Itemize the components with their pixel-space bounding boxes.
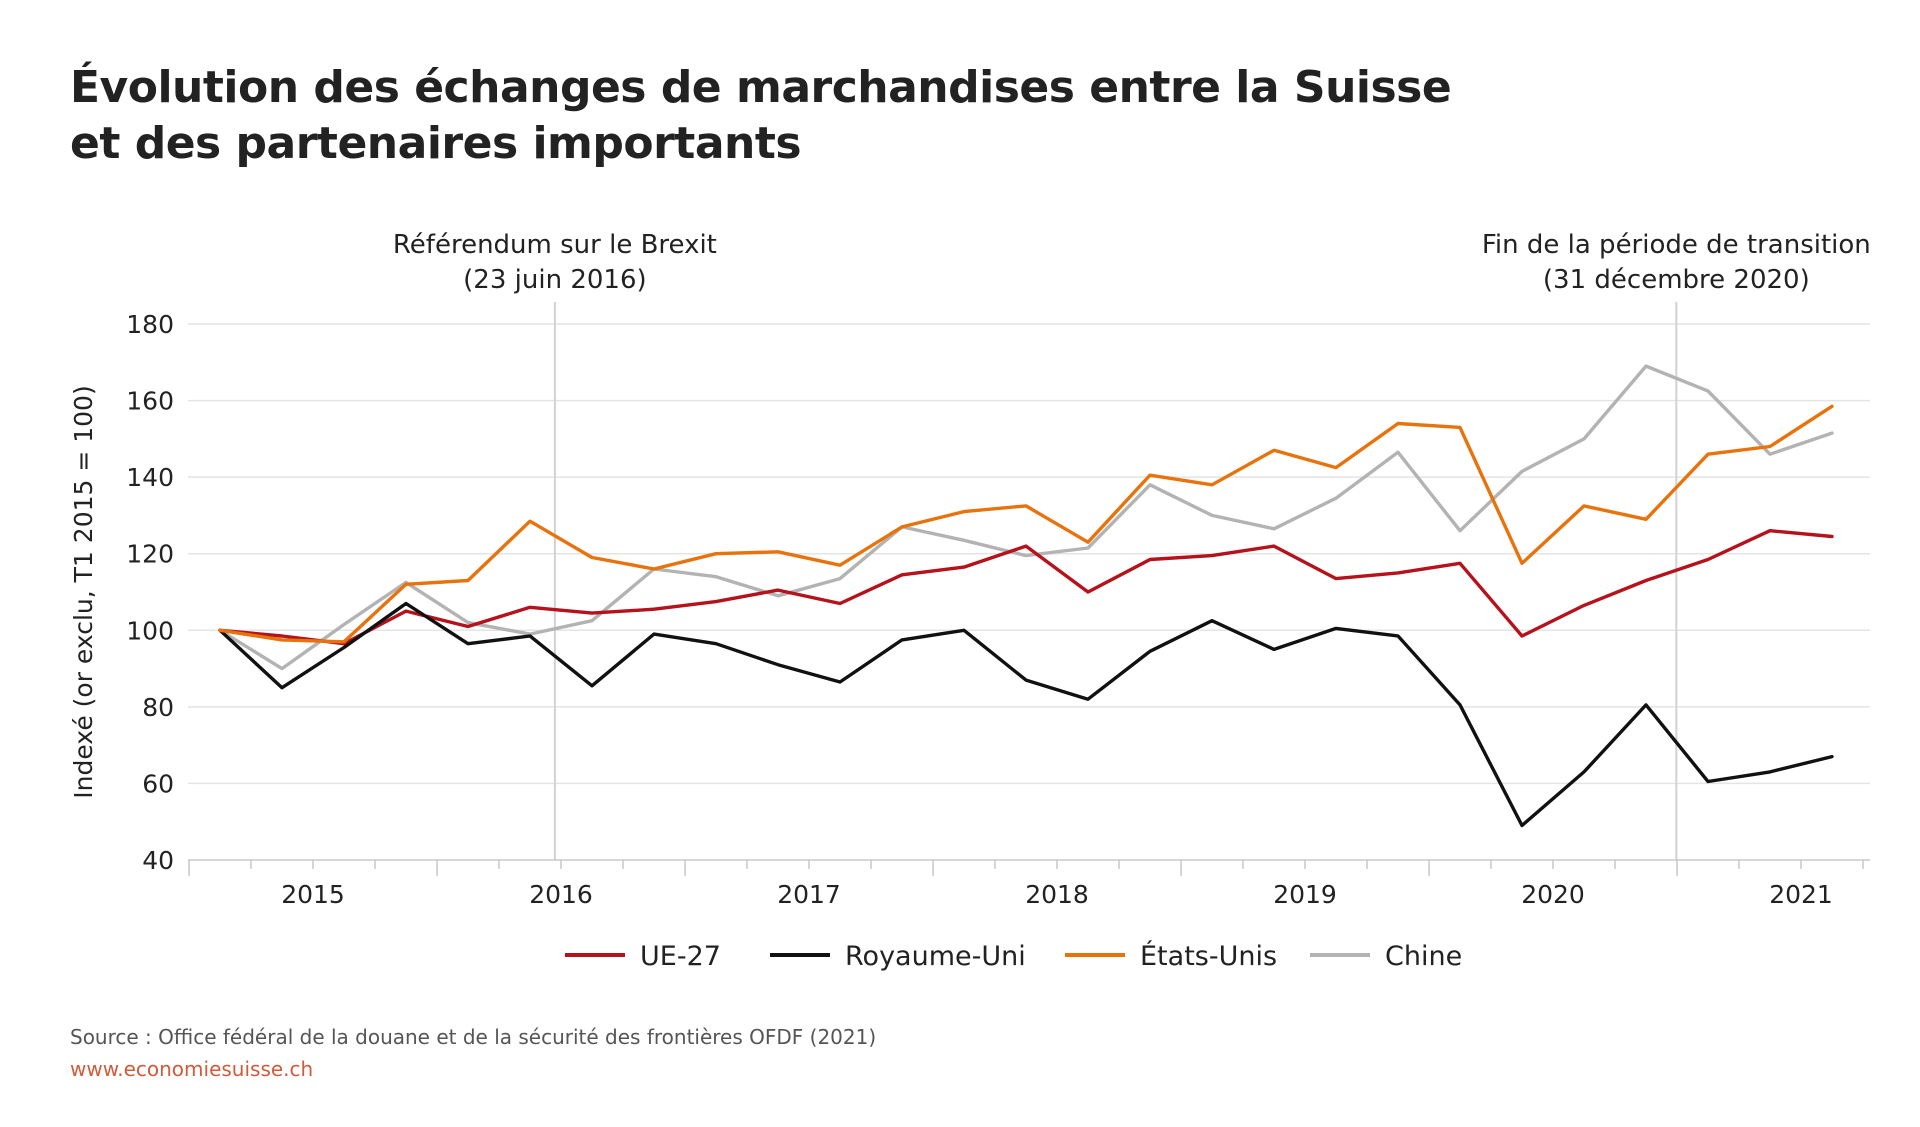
- legend-label-4: Chine: [1385, 941, 1462, 972]
- x-tick-label-2018: 2018: [1025, 880, 1089, 909]
- x-tick-label-2020: 2020: [1521, 880, 1585, 909]
- gridlines: [188, 323, 1870, 785]
- y-axis-label-group: Indexé (or exclu, T1 2015 = 100): [69, 385, 98, 798]
- x-tick-label-2021: 2021: [1769, 880, 1833, 909]
- legend-label-2: Royaume-Uni: [845, 941, 1026, 972]
- y-tick-label-80: 80: [142, 693, 174, 722]
- y-axis-ticks: 40 60 80 100 120 140 160 180: [126, 310, 174, 875]
- annotation-labels: Référendum sur le Brexit (23 juin 2016) Fi…: [393, 230, 1871, 295]
- series-line-3: [218, 404, 1834, 644]
- y-tick-label-40: 40: [142, 846, 174, 875]
- chart-title: Évolution des échanges de marchandises e…: [70, 60, 1570, 172]
- legend-label-3: États-Unis: [1140, 940, 1277, 972]
- annotation-label-1-line-2: (23 juin 2016): [463, 265, 646, 295]
- legend-label-1: UE-27: [640, 941, 721, 972]
- legend: UE-27 Royaume-Uni États-Unis Chine: [565, 940, 1462, 972]
- y-tick-label-180: 180: [126, 310, 174, 339]
- x-axis-ticks: 2015 2016 2017 2018 2019 2020 2021: [281, 880, 1833, 909]
- website-link[interactable]: www.economiesuisse.ch: [70, 1057, 314, 1081]
- x-tick-label-2019: 2019: [1273, 880, 1337, 909]
- y-tick-label-120: 120: [126, 540, 174, 569]
- y-tick-label-60: 60: [142, 769, 174, 798]
- series-line-2: [218, 601, 1834, 828]
- annotation-label-1-line-1: Référendum sur le Brexit: [393, 230, 717, 260]
- series-lines: [218, 364, 1834, 828]
- x-tick-label-2016: 2016: [529, 880, 593, 909]
- series-line-1: [218, 529, 1834, 646]
- annotation-lines: [553, 302, 1678, 860]
- annotation-label-2-line-1: Fin de la période de transition: [1482, 230, 1871, 260]
- y-tick-label-140: 140: [126, 463, 174, 492]
- chart-title-line-1: Évolution des échanges de marchandises e…: [70, 62, 1452, 113]
- y-tick-label-160: 160: [126, 387, 174, 416]
- x-axis: [188, 859, 1870, 876]
- x-tick-label-2017: 2017: [777, 880, 841, 909]
- source-note: Source : Office fédéral de la douane et …: [70, 1025, 877, 1049]
- x-tick-label-2015: 2015: [281, 880, 345, 909]
- y-tick-label-100: 100: [126, 616, 174, 645]
- annotation-label-2-line-2: (31 décembre 2020): [1543, 265, 1810, 295]
- series-line-4: [218, 364, 1834, 671]
- chart-title-line-2: et des partenaires importants: [70, 118, 802, 169]
- y-axis-label: Indexé (or exclu, T1 2015 = 100): [69, 385, 98, 798]
